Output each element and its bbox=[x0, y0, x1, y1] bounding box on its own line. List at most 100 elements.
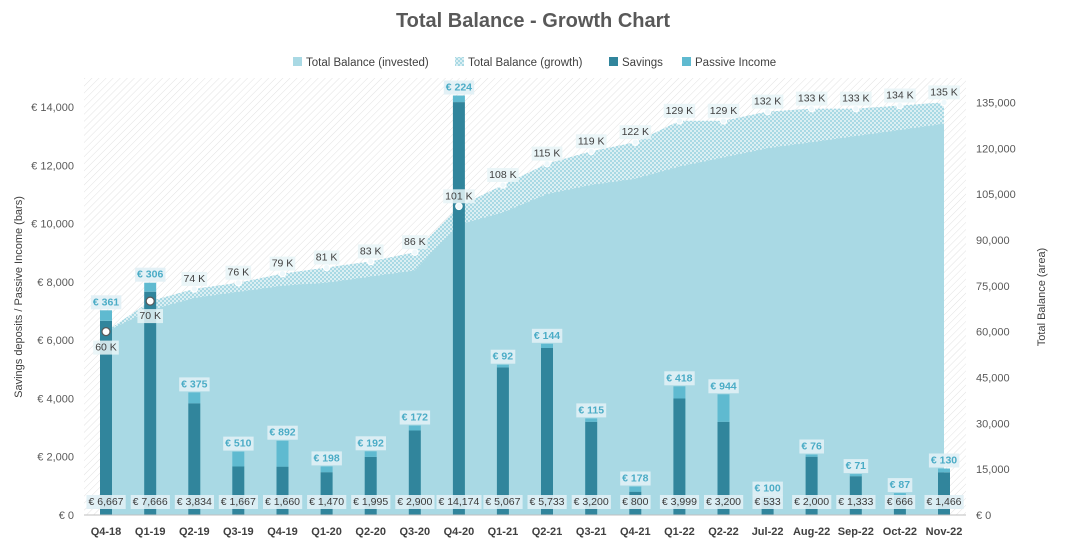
passive-income-data-label-box bbox=[223, 436, 254, 451]
bar-passive-income bbox=[805, 454, 818, 457]
bar-savings bbox=[496, 367, 509, 515]
total-balance-data-label-box bbox=[619, 125, 652, 140]
y-right-tick-label: 45,000 bbox=[976, 373, 1010, 385]
passive-income-data-label-box bbox=[620, 471, 651, 486]
savings-data-label: € 5,733 bbox=[529, 496, 564, 508]
bar-passive-income bbox=[585, 418, 598, 422]
savings-data-label-box bbox=[483, 495, 523, 509]
bar-savings bbox=[717, 421, 730, 515]
savings-data-label: € 3,200 bbox=[706, 496, 741, 508]
total-balance-data-label: 133 K bbox=[798, 93, 825, 105]
y-right-tick-label: 135,000 bbox=[976, 97, 1016, 109]
savings-data-label: € 3,834 bbox=[177, 496, 212, 508]
x-tick-label: Q1-22 bbox=[664, 526, 695, 538]
total-balance-data-label: 108 K bbox=[489, 169, 516, 181]
x-tick-label: Q2-20 bbox=[355, 526, 386, 538]
y-right-tick-label: 60,000 bbox=[976, 327, 1010, 339]
savings-data-label: € 2,900 bbox=[397, 496, 432, 508]
passive-income-data-label-box bbox=[887, 478, 913, 493]
legend: Total Balance (invested) Total Balance (… bbox=[293, 57, 776, 69]
bar-passive-income bbox=[893, 493, 906, 496]
passive-income-data-label-box bbox=[443, 80, 475, 95]
x-tick-label: Aug-22 bbox=[793, 526, 830, 538]
total-balance-data-label: 81 K bbox=[316, 252, 338, 264]
passive-income-data-label-box bbox=[576, 403, 607, 418]
legend-swatch-growth bbox=[455, 57, 464, 66]
bar-passive-income bbox=[673, 386, 686, 399]
total-balance-marker bbox=[366, 257, 375, 266]
total-balance-data-label-box bbox=[357, 244, 384, 259]
bar-passive-income bbox=[276, 440, 289, 467]
bar-passive-income bbox=[100, 310, 112, 321]
savings-data-label-box bbox=[436, 495, 482, 509]
savings-data-label: € 7,666 bbox=[133, 496, 168, 508]
bar-passive-income bbox=[232, 451, 245, 467]
total-balance-marker bbox=[807, 104, 816, 113]
passive-income-data-label-box bbox=[267, 425, 298, 440]
passive-income-data-label: € 361 bbox=[93, 296, 119, 308]
area-total-invested bbox=[106, 123, 944, 516]
total-balance-marker bbox=[234, 278, 243, 287]
total-balance-data-label: 70 K bbox=[139, 310, 161, 322]
total-balance-data-label: 134 K bbox=[886, 90, 913, 102]
savings-data-label: € 1,660 bbox=[265, 496, 300, 508]
bar-savings bbox=[188, 403, 201, 515]
passive-income-data-label-box bbox=[708, 379, 739, 394]
area-layer bbox=[106, 102, 944, 516]
y-right-tick-label: 75,000 bbox=[976, 281, 1010, 293]
savings-data-label: € 1,470 bbox=[309, 496, 344, 508]
savings-data-label-box bbox=[752, 495, 783, 509]
passive-income-data-label: € 198 bbox=[313, 452, 339, 464]
total-balance-marker bbox=[631, 138, 640, 147]
total-balance-marker bbox=[543, 159, 551, 168]
total-balance-data-label-box bbox=[663, 103, 696, 118]
y-right-tick-label: 30,000 bbox=[976, 418, 1010, 430]
passive-income-data-label-box bbox=[531, 328, 563, 343]
total-balance-data-label: 86 K bbox=[404, 236, 426, 248]
x-tick-label: Q1-20 bbox=[311, 526, 342, 538]
total-balance-data-label: 129 K bbox=[710, 105, 737, 117]
savings-data-label-box bbox=[571, 495, 611, 509]
total-balance-data-label-box bbox=[443, 189, 475, 204]
x-tick-label: Q4-18 bbox=[91, 526, 122, 538]
bar-savings bbox=[673, 398, 686, 515]
passive-income-data-label: € 510 bbox=[225, 438, 251, 450]
savings-data-label: € 3,999 bbox=[662, 496, 697, 508]
total-balance-data-label: 122 K bbox=[622, 126, 649, 138]
legend-swatch-savings bbox=[609, 57, 618, 66]
passive-income-data-label: € 306 bbox=[137, 269, 163, 281]
total-balance-data-label-box bbox=[93, 340, 119, 355]
passive-income-data-label-box bbox=[399, 410, 431, 425]
total-balance-data-label-box bbox=[928, 85, 960, 100]
passive-income-data-label: € 130 bbox=[931, 455, 957, 467]
bar-passive-income bbox=[188, 392, 201, 404]
bar-passive-income bbox=[364, 451, 377, 457]
total-balance-data-label-box bbox=[707, 103, 740, 118]
total-balance-marker bbox=[763, 107, 772, 116]
total-balance-data-label-box bbox=[137, 309, 163, 324]
y-axis-right-title: Total Balance (area) bbox=[1036, 248, 1048, 346]
savings-data-label: € 1,333 bbox=[838, 496, 873, 508]
passive-income-data-label: € 224 bbox=[446, 82, 472, 94]
savings-data-label: € 2,000 bbox=[794, 496, 829, 508]
passive-income-data-label-box bbox=[90, 295, 122, 310]
total-balance-data-label: 76 K bbox=[227, 267, 249, 279]
total-balance-data-label-box bbox=[402, 235, 428, 250]
bar-savings bbox=[452, 102, 465, 515]
x-tick-label: Oct-22 bbox=[883, 526, 917, 538]
bar-savings bbox=[144, 291, 157, 515]
legend-label-growth: Total Balance (growth) bbox=[468, 57, 583, 69]
savings-data-label-box bbox=[792, 495, 832, 509]
savings-data-label-box bbox=[924, 495, 964, 509]
y-axis-left-title: Savings deposits / Passive Income (bars) bbox=[13, 196, 25, 398]
savings-data-label: € 533 bbox=[754, 496, 780, 508]
x-tick-label: Q2-19 bbox=[179, 526, 210, 538]
savings-data-label-box bbox=[836, 495, 876, 509]
bar-passive-income bbox=[452, 95, 465, 102]
x-tick-label: Sep-22 bbox=[838, 526, 874, 538]
savings-data-label: € 5,067 bbox=[485, 496, 520, 508]
passive-income-data-label-box bbox=[799, 439, 824, 454]
legend-label-passive: Passive Income bbox=[695, 57, 776, 69]
total-balance-marker bbox=[851, 104, 860, 113]
passive-income-data-label-box bbox=[928, 453, 960, 468]
